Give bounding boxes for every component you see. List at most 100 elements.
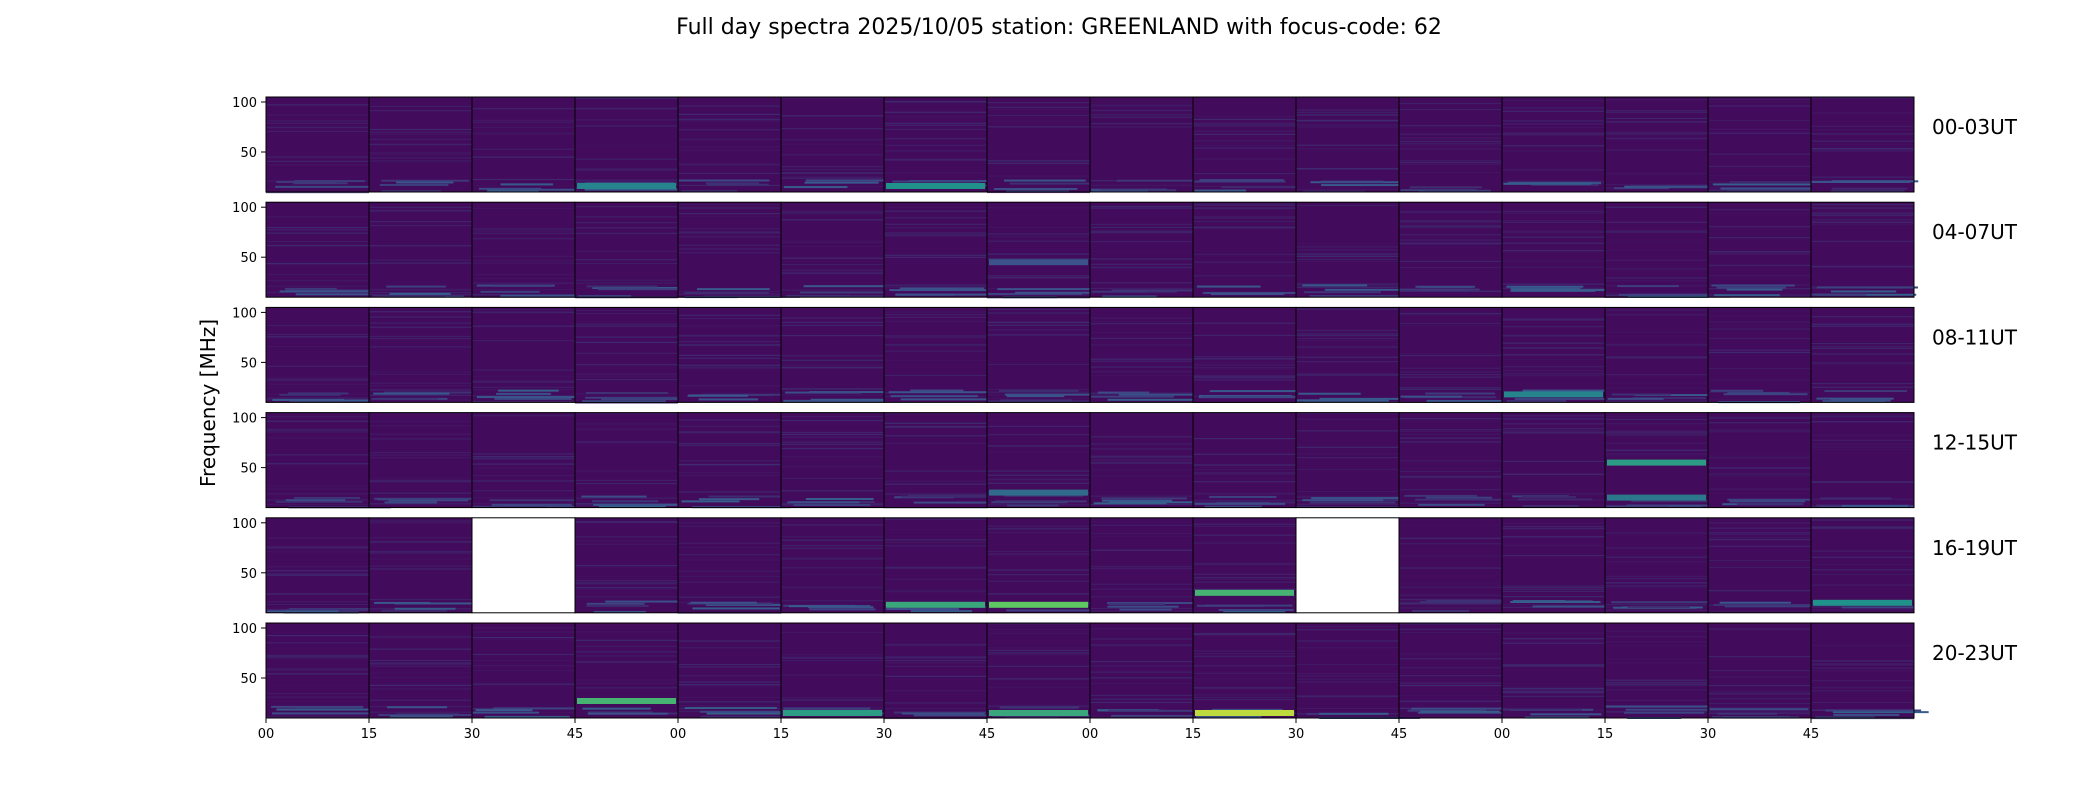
- spectral-line: [1399, 433, 1502, 436]
- spectral-line: [1605, 641, 1708, 643]
- emission-highlight: [1607, 494, 1706, 501]
- spectral-line: [266, 668, 369, 670]
- spectral-line: [266, 654, 369, 656]
- noise-band: [1107, 605, 1179, 608]
- spectral-line: [1708, 539, 1811, 541]
- spectral-line: [1193, 477, 1296, 479]
- spectral-line: [1090, 105, 1193, 108]
- noise-band: [597, 288, 693, 291]
- panel-background: [678, 202, 781, 298]
- spectral-line: [678, 697, 781, 699]
- spectral-line: [266, 657, 369, 659]
- spectral-line: [1811, 667, 1914, 669]
- spectral-line: [1193, 562, 1296, 564]
- spectral-line: [1090, 110, 1193, 112]
- spectrum-panel: [1810, 412, 1915, 509]
- x-tick-label: 00: [1082, 727, 1099, 742]
- panel-background: [1296, 307, 1399, 403]
- spectral-line: [1296, 255, 1399, 258]
- spectral-line: [1605, 133, 1708, 135]
- spectral-line: [1193, 578, 1296, 580]
- spectral-line: [1605, 586, 1708, 588]
- spectral-line: [1296, 495, 1399, 497]
- noise-band: [1004, 716, 1059, 719]
- noise-band: [1841, 504, 1909, 507]
- spectral-line: [1399, 137, 1502, 139]
- noise-band: [276, 180, 336, 183]
- spectral-line: [1811, 416, 1914, 418]
- spectrum-panel: [1604, 622, 1710, 719]
- spectral-line: [369, 672, 472, 674]
- spectral-line: [1708, 398, 1811, 400]
- spectral-line: [1193, 253, 1296, 255]
- spectral-line: [781, 557, 884, 559]
- spectral-line: [781, 674, 884, 676]
- noise-band: [1424, 189, 1491, 192]
- spectral-line: [575, 588, 678, 590]
- noise-band: [389, 715, 453, 718]
- spectral-line: [884, 643, 987, 645]
- spectral-line: [1399, 225, 1502, 227]
- spectral-line: [1605, 241, 1708, 243]
- panel-background: [1708, 517, 1811, 613]
- spectral-line: [1090, 448, 1193, 450]
- spectral-line: [678, 542, 781, 544]
- spectrum-panel: [1089, 622, 1214, 719]
- spectral-line: [472, 232, 575, 234]
- spectrum-panel: [1604, 201, 1731, 298]
- noise-band: [1723, 393, 1808, 396]
- spectral-line: [987, 445, 1090, 448]
- spectral-line: [266, 685, 369, 687]
- spectral-line: [1605, 415, 1708, 417]
- noise-band: [1714, 294, 1780, 297]
- spectral-line: [1811, 584, 1914, 586]
- spectral-line: [1502, 250, 1605, 252]
- spectral-line: [1193, 376, 1296, 378]
- spectral-line: [1811, 660, 1914, 662]
- noise-band: [294, 496, 360, 499]
- spectral-line: [1708, 628, 1811, 630]
- spectral-line: [1193, 699, 1296, 701]
- noise-band: [581, 400, 666, 403]
- spectral-line: [1193, 364, 1296, 366]
- spectral-line: [1811, 265, 1914, 267]
- spectral-line: [1502, 326, 1605, 328]
- spectral-line: [781, 172, 884, 174]
- spectral-line: [987, 207, 1090, 209]
- noise-band: [1506, 285, 1584, 288]
- spectral-line: [1296, 188, 1399, 191]
- spectral-line: [1399, 584, 1502, 587]
- spectral-line: [1605, 575, 1708, 577]
- spectral-line: [1296, 204, 1399, 207]
- spectral-line: [1605, 679, 1708, 681]
- spectrum-panel: [1192, 201, 1298, 298]
- noise-band: [578, 295, 632, 298]
- spectral-line: [987, 233, 1090, 235]
- spectral-line: [884, 470, 987, 472]
- spectral-line: [472, 126, 575, 128]
- spectral-line: [1502, 169, 1605, 171]
- spectral-line: [1399, 555, 1502, 557]
- spectral-line: [781, 334, 884, 337]
- noise-band: [493, 284, 553, 287]
- noise-band: [1003, 179, 1086, 182]
- spectral-line: [369, 110, 472, 112]
- spectral-line: [1090, 629, 1193, 631]
- spectral-line: [987, 320, 1090, 323]
- spectrum-panel: [1089, 412, 1194, 509]
- spectrum-panel: [574, 306, 684, 404]
- spectral-line: [781, 127, 884, 130]
- spectral-line: [781, 697, 884, 699]
- spectrum-panel: [1398, 96, 1503, 193]
- spectral-line: [1811, 563, 1914, 565]
- spectrum-panel: [1604, 96, 1733, 193]
- spectral-line: [1502, 317, 1605, 320]
- spectral-line: [1708, 391, 1811, 393]
- spectral-line: [884, 210, 987, 212]
- spectral-line: [884, 314, 987, 316]
- spectral-line: [472, 309, 575, 311]
- spectral-line: [1399, 140, 1502, 143]
- spectral-line: [987, 623, 1090, 625]
- spectral-line: [678, 149, 781, 151]
- spectral-line: [575, 107, 678, 109]
